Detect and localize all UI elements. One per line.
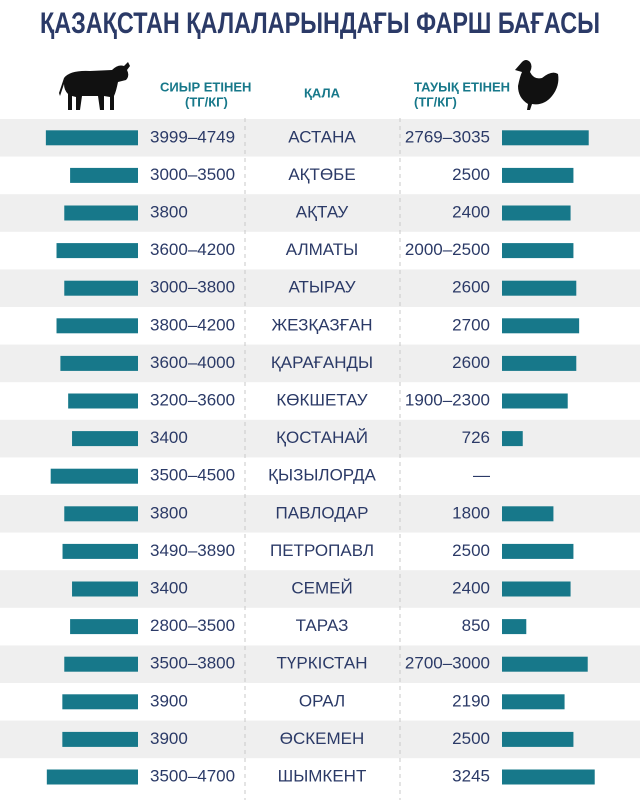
city-label: ҚОСТАНАЙ	[276, 428, 368, 447]
chicken-bar	[502, 393, 568, 409]
beef-value-label: 3000–3800	[150, 278, 235, 297]
chicken-value-label: 2769–3035	[405, 127, 490, 146]
beef-bar	[50, 468, 139, 484]
beef-bar	[56, 243, 138, 259]
beef-value-label: 3400	[150, 428, 188, 447]
chicken-value-label: 2500	[452, 541, 490, 560]
beef-value-label: 3500–4700	[150, 766, 235, 785]
chicken-bar	[502, 431, 523, 447]
beef-bar	[72, 431, 138, 447]
beef-bar	[45, 130, 138, 146]
chicken-bar	[502, 280, 577, 296]
city-label: ӨСКЕМЕН	[280, 729, 365, 748]
chicken-value-label: 2500	[452, 729, 490, 748]
beef-value-label: 3000–3500	[150, 165, 235, 184]
chicken-header: ТАУЫҚ ЕТІНЕН	[414, 79, 510, 94]
beef-value-label: 3900	[150, 729, 188, 748]
chicken-value-label: 2600	[452, 353, 490, 372]
beef-bar	[62, 694, 139, 710]
beef-value-label: 3600–4000	[150, 353, 235, 372]
beef-value-label: 3800–4200	[150, 315, 235, 334]
beef-unit: (ТГ/КГ)	[185, 94, 228, 109]
beef-value-label: 3500–3800	[150, 654, 235, 673]
chicken-value-label: 850	[462, 616, 490, 635]
city-label: АСТАНА	[288, 127, 356, 146]
city-label: АҚТӨБЕ	[288, 165, 355, 184]
chicken-value-label: 2600	[452, 278, 490, 297]
city-header: ҚАЛА	[304, 85, 341, 100]
chicken-bar	[502, 318, 580, 334]
city-label: ТАРАЗ	[296, 616, 349, 635]
beef-value-label: 3900	[150, 691, 188, 710]
beef-value-label: 3800	[150, 202, 188, 221]
beef-bar	[46, 769, 138, 785]
beef-bar	[68, 393, 138, 409]
beef-bar	[64, 280, 138, 296]
beef-bar	[64, 506, 138, 522]
beef-bar	[60, 355, 138, 371]
city-label: АЛМАТЫ	[286, 240, 358, 259]
chicken-unit: (ТГ/КГ)	[414, 94, 457, 109]
chicken-value-label: 726	[462, 428, 490, 447]
chicken-bar	[502, 506, 554, 522]
chicken-bar	[502, 656, 588, 672]
city-label: ШЫМКЕНТ	[278, 766, 367, 785]
city-label: ЖЕЗҚАЗҒАН	[271, 315, 372, 334]
beef-value-label: 2800–3500	[150, 616, 235, 635]
beef-value-label: 3400	[150, 578, 188, 597]
beef-bar	[62, 543, 139, 559]
chicken-value-label: 2400	[452, 578, 490, 597]
city-label: АТЫРАУ	[288, 278, 355, 297]
chicken-bar	[502, 205, 571, 221]
rows: АСТАНА 3999–4749 2769–3035 АҚТӨБЕ 3000–3500 2…	[0, 119, 640, 785]
beef-value-label: 3200–3600	[150, 390, 235, 409]
beef-bar	[64, 656, 138, 672]
chicken-value-label: 2700–3000	[405, 654, 490, 673]
city-label: ПАВЛОДАР	[276, 503, 369, 522]
chicken-value-label: 1900–2300	[405, 390, 490, 409]
beef-bar	[62, 731, 139, 747]
beef-value-label: 3600–4200	[150, 240, 235, 259]
chicken-value-label: 2400	[452, 202, 490, 221]
city-label: ҚЫЗЫЛОРДА	[268, 466, 376, 485]
chicken-bar	[502, 167, 574, 183]
chicken-bar	[502, 581, 571, 597]
chicken-bar	[502, 543, 574, 559]
chart-title: ҚАЗАҚСТАН ҚАЛАЛАРЫНДАҒЫ ФАРШ БАҒАСЫ	[40, 7, 600, 40]
city-label: СЕМЕЙ	[291, 578, 352, 597]
beef-header: СИЫР ЕТІНЕН	[160, 79, 251, 94]
chicken-value-label: 2500	[452, 165, 490, 184]
beef-value-label: 3999–4749	[150, 127, 235, 146]
chicken-value-label: 2000–2500	[405, 240, 490, 259]
beef-value-label: 3490–3890	[150, 541, 235, 560]
chicken-value-label: 1800	[452, 503, 490, 522]
city-label: ТҮРКІСТАН	[277, 654, 368, 673]
chicken-value-label: 3245	[452, 766, 490, 785]
beef-value-label: 3800	[150, 503, 188, 522]
chicken-bar	[502, 769, 595, 785]
chicken-bar	[502, 619, 527, 635]
chicken-value-label: 2700	[452, 315, 490, 334]
chicken-value-label: 2190	[452, 691, 490, 710]
beef-bar	[64, 205, 138, 221]
chicken-bar	[502, 355, 577, 371]
beef-bar	[72, 581, 138, 597]
beef-bar	[56, 318, 138, 334]
chicken-icon	[515, 60, 559, 110]
city-label: АҚТАУ	[296, 202, 349, 221]
beef-bar	[70, 167, 138, 183]
chicken-bar	[502, 694, 565, 710]
city-label: ПЕТРОПАВЛ	[270, 541, 374, 560]
chicken-bar	[502, 243, 574, 259]
city-label: ОРАЛ	[299, 691, 345, 710]
chicken-value-label: —	[473, 466, 490, 485]
city-label: КӨКШЕТАУ	[276, 390, 367, 409]
chicken-bar	[502, 731, 574, 747]
beef-value-label: 3500–4500	[150, 466, 235, 485]
chicken-bar	[502, 130, 589, 146]
city-label: ҚАРАҒАНДЫ	[271, 353, 373, 372]
beef-bar	[70, 619, 138, 635]
cow-icon	[59, 62, 130, 110]
